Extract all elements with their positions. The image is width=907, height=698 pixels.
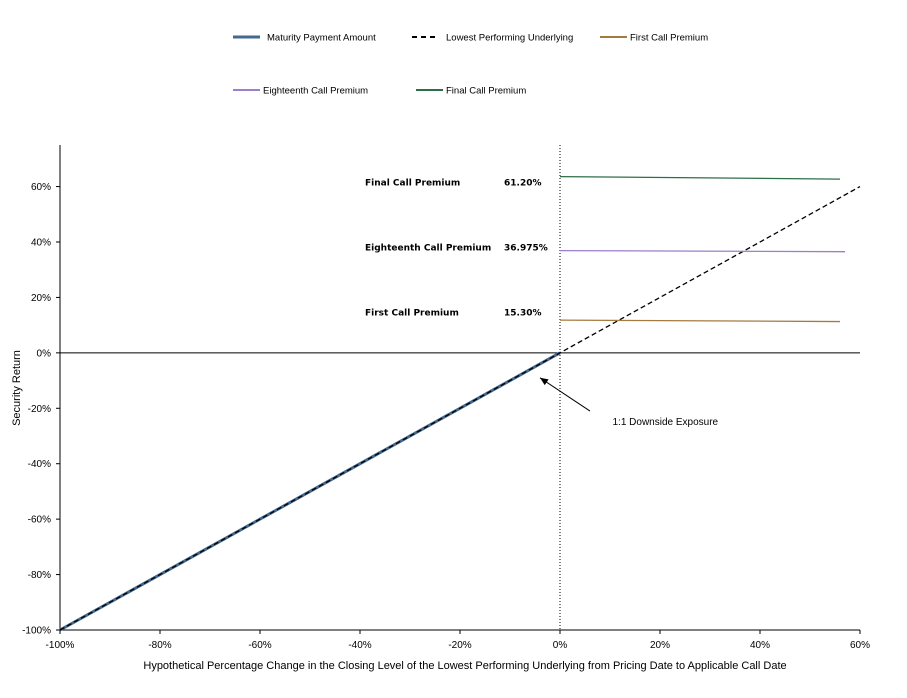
final-call-premium-line (559, 175, 841, 180)
x-tick-label: -100% (46, 640, 75, 651)
plot-area: -100% -80% -60% -40% -20% 0% 20% 40% 60% -100% -80… (22, 145, 870, 651)
x-tick-label: -20% (448, 640, 471, 651)
premium-label: Eighteenth Call Premium (365, 244, 491, 254)
legend-label: Eighteenth Call Premium (263, 86, 368, 97)
legend: Maturity Payment Amount Lowest Performing… (233, 33, 708, 97)
premium-value: 15.30% (504, 308, 542, 318)
lowest-performing-line (59, 186, 861, 631)
premium-label: First Call Premium (365, 308, 459, 318)
y-axis-title: Security Return (11, 350, 23, 426)
legend-label: Lowest Performing Underlying (446, 33, 573, 44)
premium-label: Final Call Premium (365, 179, 460, 189)
y-tick-label: -100% (22, 626, 51, 637)
legend-lowest-performing: Lowest Performing Underlying (412, 33, 573, 44)
premium-value: 61.20% (504, 179, 542, 189)
maturity-payment-line (59, 351, 561, 632)
downside-arrow-head (540, 377, 549, 386)
x-tick-label: -60% (248, 640, 271, 651)
first-call-premium-line (559, 319, 841, 323)
legend-final-call: Final Call Premium (416, 86, 526, 97)
legend-maturity-payment: Maturity Payment Amount (233, 33, 376, 44)
y-tick-label: -80% (28, 570, 51, 581)
legend-label: First Call Premium (630, 33, 708, 44)
downside-arrow-line (539, 377, 591, 412)
legend-eighteenth-call: Eighteenth Call Premium (233, 86, 368, 97)
x-tick-label: 40% (750, 640, 770, 651)
x-tick-label: 60% (850, 640, 870, 651)
downside-exposure-label: 1:1 Downside Exposure (613, 417, 719, 428)
legend-first-call: First Call Premium (600, 33, 708, 44)
x-tick-label: -80% (148, 640, 171, 651)
x-tick-label: -40% (348, 640, 371, 651)
y-tick-label: -20% (28, 404, 51, 415)
y-tick-label: 60% (31, 182, 51, 193)
eighteenth-call-premium-line (559, 249, 846, 253)
y-tick-label: -40% (28, 459, 51, 470)
x-tick-label: 0% (553, 640, 568, 651)
legend-label: Final Call Premium (446, 86, 526, 97)
y-tick-label: 20% (31, 293, 51, 304)
y-tick-label: 0% (37, 348, 52, 359)
y-tick-label: -60% (28, 515, 51, 526)
x-tick-label: 20% (650, 640, 670, 651)
x-axis-title: Hypothetical Percentage Change in the Cl… (143, 660, 786, 672)
y-tick-label: 40% (31, 238, 51, 249)
premium-value: 36.975% (504, 244, 548, 254)
legend-label: Maturity Payment Amount (267, 33, 376, 44)
